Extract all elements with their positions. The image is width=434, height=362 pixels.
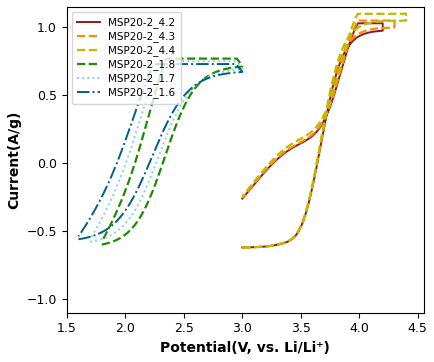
MSP20-2_1.6 [131, 195, 136, 199]
MSP20-2_1.8 [146, 197, 151, 202]
MSP20-2_1.7 [128, 215, 133, 219]
MSP20-2_4.3 [290, 235, 296, 240]
MSP20-2_4.3 [279, 241, 285, 245]
MSP20-2_1.6 [232, 62, 237, 66]
MSP20-2_4.2 [372, 21, 377, 25]
MSP20-2_1.6 [76, 237, 81, 241]
MSP20-2_1.7 [87, 237, 92, 241]
MSP20-2_1.8 [220, 67, 226, 72]
MSP20-2_4.2 [379, 21, 385, 25]
Line: MSP20-2_4.2: MSP20-2_4.2 [242, 23, 382, 247]
MSP20-2_1.8 [234, 56, 239, 61]
MSP20-2_4.3 [239, 245, 244, 249]
MSP20-2_4.4 [239, 245, 244, 249]
MSP20-2_4.3 [239, 196, 244, 200]
MSP20-2_4.3 [342, 47, 347, 52]
MSP20-2_4.3 [371, 27, 376, 31]
X-axis label: Potential(V, vs. Li/Li⁺): Potential(V, vs. Li/Li⁺) [160, 341, 329, 355]
MSP20-2_4.4 [283, 240, 288, 244]
Line: MSP20-2_4.4: MSP20-2_4.4 [242, 14, 405, 247]
MSP20-2_4.3 [391, 18, 396, 23]
MSP20-2_1.8 [226, 56, 231, 61]
MSP20-2_4.4 [381, 19, 386, 23]
MSP20-2_1.7 [190, 86, 195, 90]
MSP20-2_1.8 [136, 217, 141, 221]
MSP20-2_4.2 [239, 197, 244, 201]
MSP20-2_4.2 [361, 32, 366, 36]
Y-axis label: Current(A/g): Current(A/g) [7, 111, 21, 209]
MSP20-2_1.6 [224, 62, 229, 66]
MSP20-2_4.2 [276, 242, 282, 247]
MSP20-2_4.2 [366, 21, 372, 25]
MSP20-2_4.2 [239, 245, 244, 249]
MSP20-2_1.7 [219, 70, 224, 74]
MSP20-2_1.8 [194, 84, 199, 89]
MSP20-2_1.6 [230, 62, 236, 66]
MSP20-2_1.6 [186, 88, 191, 93]
MSP20-2_4.4 [239, 194, 244, 199]
Line: MSP20-2_4.3: MSP20-2_4.3 [242, 21, 394, 247]
Line: MSP20-2_1.8: MSP20-2_1.8 [102, 59, 242, 245]
Line: MSP20-2_1.7: MSP20-2_1.7 [90, 61, 242, 242]
MSP20-2_4.4 [403, 12, 408, 16]
MSP20-2_1.7 [138, 196, 144, 200]
MSP20-2_4.4 [349, 30, 355, 34]
MSP20-2_1.7 [233, 59, 238, 63]
MSP20-2_1.6 [217, 72, 223, 77]
MSP20-2_4.2 [286, 239, 292, 243]
MSP20-2_4.4 [294, 230, 299, 234]
MSP20-2_1.7 [231, 59, 237, 63]
MSP20-2_1.7 [225, 59, 230, 63]
MSP20-2_1.8 [232, 56, 237, 61]
MSP20-2_1.6 [119, 213, 124, 217]
MSP20-2_1.8 [99, 243, 104, 247]
Legend: MSP20-2_4.2, MSP20-2_4.3, MSP20-2_4.4, MSP20-2_1.8, MSP20-2_1.7, MSP20-2_1.6: MSP20-2_4.2, MSP20-2_4.3, MSP20-2_4.4, M… [72, 12, 180, 104]
MSP20-2_4.4 [394, 12, 399, 16]
MSP20-2_1.7 [87, 240, 92, 244]
Line: MSP20-2_1.6: MSP20-2_1.6 [78, 64, 242, 239]
MSP20-2_1.6 [76, 234, 81, 239]
MSP20-2_4.3 [377, 18, 382, 23]
MSP20-2_4.4 [387, 12, 392, 16]
MSP20-2_4.2 [334, 70, 339, 74]
MSP20-2_4.3 [383, 18, 388, 23]
MSP20-2_1.8 [99, 239, 104, 244]
